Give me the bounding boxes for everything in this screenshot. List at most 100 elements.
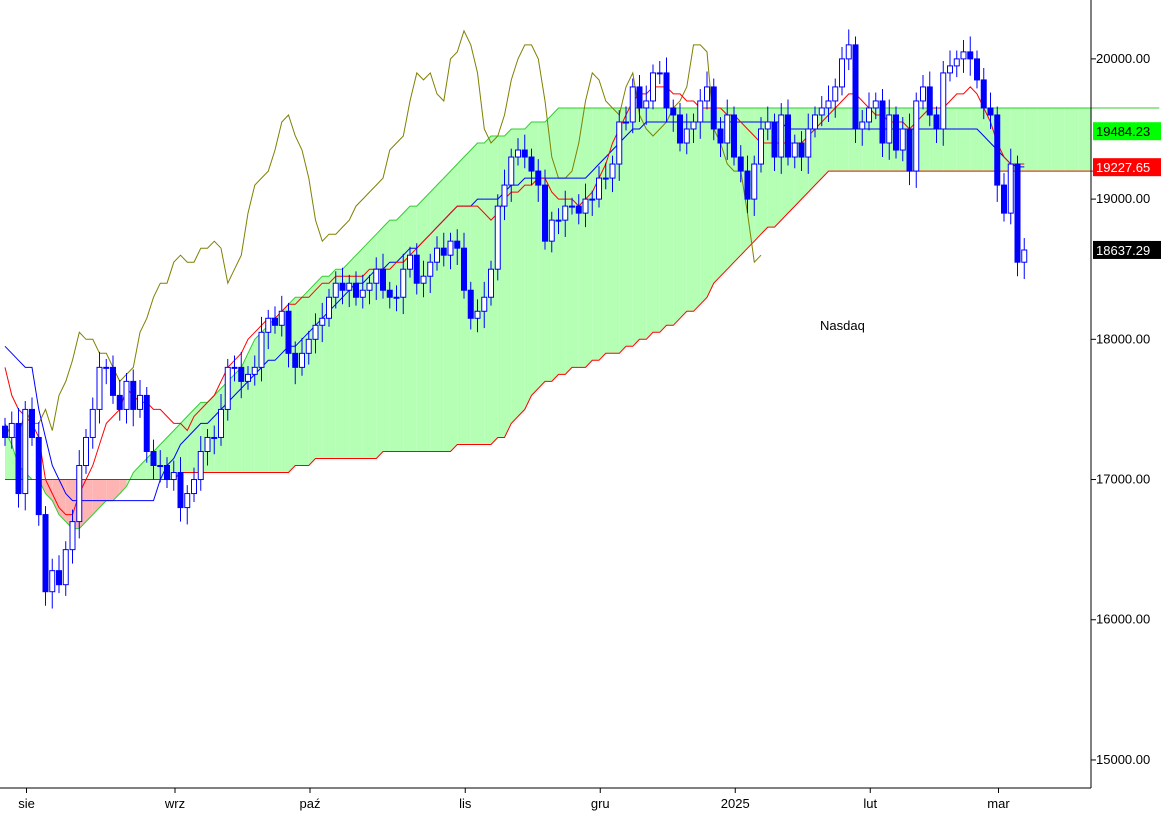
cloud-segment-bull	[308, 283, 316, 466]
candle	[312, 313, 319, 354]
candle	[643, 85, 650, 125]
candle	[258, 316, 265, 382]
cloud-segment-bull	[585, 107, 593, 368]
candle	[872, 92, 879, 120]
cloud-segment-bull	[558, 107, 566, 375]
candle	[791, 134, 798, 169]
candle	[461, 232, 467, 299]
candle	[197, 436, 204, 491]
candle-body-up	[920, 86, 926, 102]
cloud-segment-bull	[821, 107, 829, 179]
cloud-segment-bull	[5, 430, 12, 480]
candle-body-up	[488, 268, 494, 298]
cloud-segment-bull	[524, 121, 532, 410]
candle	[852, 36, 859, 144]
candle-body-down	[177, 472, 184, 509]
candle	[974, 50, 980, 89]
candle-body-up	[724, 114, 731, 144]
candle-body-up	[1007, 163, 1014, 214]
candle	[467, 281, 474, 330]
candle	[96, 351, 103, 424]
cloud-segment-bull	[410, 206, 417, 452]
cloud-segment-bull	[302, 290, 309, 466]
candle	[521, 134, 528, 169]
candle	[670, 99, 677, 132]
candle	[845, 29, 852, 71]
cloud-segment-bull	[484, 136, 491, 445]
cloud-segment-bull	[531, 121, 539, 396]
senkou-b-line	[5, 170, 1160, 480]
candle-body-down	[528, 156, 535, 172]
candle	[103, 358, 110, 385]
candle-body-up	[886, 114, 893, 144]
candle-body-up	[872, 100, 879, 109]
candle-body-up	[224, 366, 231, 410]
cloud-segment-bull	[416, 199, 424, 452]
cloud-segment-bull	[970, 107, 977, 172]
candle-body-up	[616, 121, 623, 165]
candle-body-up	[326, 296, 332, 319]
candle-body-up	[825, 100, 832, 109]
candle-body-up	[940, 72, 947, 130]
candle-body-down	[386, 289, 393, 298]
cloud-segment-bull	[349, 255, 356, 459]
candle-body-up	[299, 352, 305, 368]
candle-body-up	[407, 254, 413, 270]
candle	[305, 330, 312, 365]
cloud-segment-bull	[963, 107, 971, 172]
x-tick-label: 2025	[721, 796, 750, 811]
cloud-segment-bull	[450, 164, 458, 452]
candle-body-down	[717, 128, 724, 144]
y-tick-label: 20000.00	[1096, 51, 1150, 66]
candle	[332, 271, 339, 309]
cloud-segment-bull	[362, 241, 370, 459]
candle-body-up	[643, 100, 650, 109]
candle-body-up	[231, 366, 238, 369]
candle	[832, 78, 839, 118]
candle	[35, 422, 42, 526]
candle-body-up	[832, 86, 839, 102]
candle	[292, 341, 299, 385]
candle	[663, 57, 670, 122]
candle-body-down	[575, 205, 582, 214]
candle-body-down	[15, 422, 22, 495]
candle-body-up	[258, 331, 265, 368]
candle-body-down	[110, 366, 116, 396]
cloud-segment-bull	[430, 185, 437, 452]
cloud-segment-bull	[1058, 107, 1065, 172]
cloud-segment-bull	[518, 128, 525, 417]
cloud-segment-bull	[268, 318, 275, 473]
candle-body-down	[980, 79, 987, 109]
candle	[717, 117, 724, 158]
cloud-segment-bull	[1037, 107, 1045, 172]
candle	[893, 106, 899, 159]
candle-body-down	[2, 425, 8, 438]
candle	[447, 232, 454, 270]
candle	[231, 355, 238, 382]
price-badges: 19484.23 19227.65 18637.29	[1093, 122, 1161, 259]
candle-body-up	[359, 289, 366, 298]
candle	[508, 148, 515, 202]
cloud-segment-bull	[740, 107, 748, 256]
candle-body-down	[380, 268, 386, 291]
candle	[170, 460, 177, 491]
candle	[542, 169, 548, 250]
candle-body-up	[602, 177, 609, 180]
candle-body-up	[589, 198, 596, 201]
candle	[690, 113, 697, 144]
x-tick-label: mar	[987, 796, 1010, 811]
candle	[744, 155, 751, 214]
candle-body-up	[427, 261, 434, 277]
candle	[413, 243, 420, 295]
candle	[251, 355, 258, 386]
candle	[285, 302, 292, 368]
candle-body-down	[926, 86, 933, 116]
cloud-segment-bull	[356, 248, 363, 459]
cloud-segment-bull	[565, 107, 572, 375]
candle	[224, 358, 231, 421]
candle	[440, 232, 447, 267]
candle	[609, 155, 616, 193]
cloud-segment-bull	[1010, 107, 1018, 172]
candle-body-up	[866, 107, 872, 123]
